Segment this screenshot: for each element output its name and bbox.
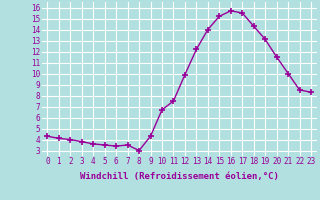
X-axis label: Windchill (Refroidissement éolien,°C): Windchill (Refroidissement éolien,°C): [80, 172, 279, 181]
